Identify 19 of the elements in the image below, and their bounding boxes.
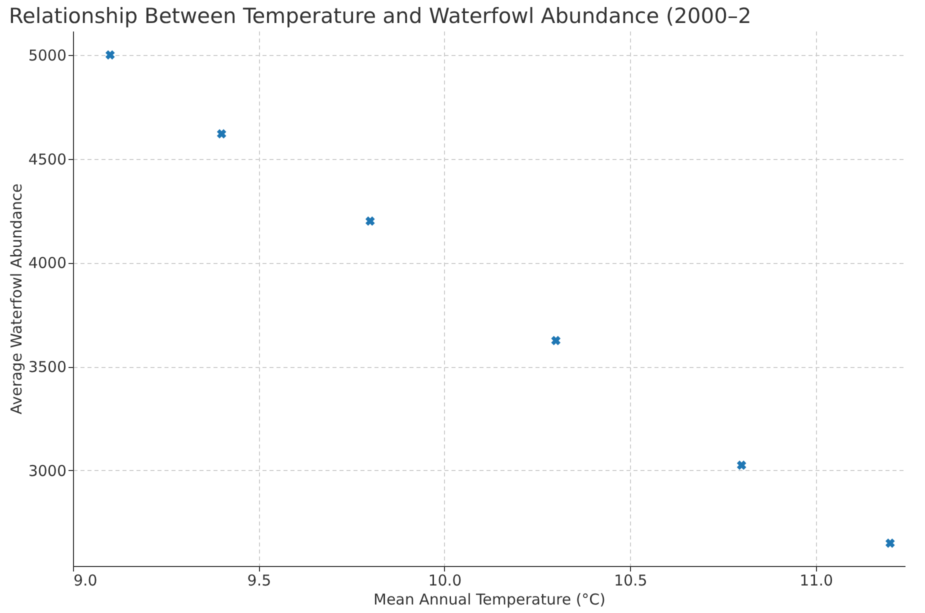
x-tick-label: 9.5 [247, 572, 272, 590]
point [551, 336, 561, 346]
x-tick-label: 9.0 [74, 572, 98, 590]
y-tick-label: 4000 [28, 254, 66, 272]
point [105, 50, 115, 60]
y-tick-label: 4500 [28, 150, 66, 168]
chart-title: Relationship Between Temperature and Waterfowl Abundance (2000–2 [8, 4, 752, 28]
point [216, 129, 226, 139]
x-tick-label: 11.0 [800, 572, 834, 590]
y-tick-label: 3000 [28, 462, 66, 480]
x-tick-label: 10.0 [428, 572, 462, 590]
x-tick-label: 10.5 [614, 572, 648, 590]
y-tick-label: 3500 [28, 358, 66, 376]
point [736, 460, 746, 470]
x-axis-title: Mean Annual Temperature (°C) [373, 590, 606, 608]
point [365, 216, 375, 226]
y-axis-title: Average Waterfowl Abundance [7, 184, 26, 414]
point [885, 538, 895, 548]
y-tick-label: 5000 [28, 46, 66, 64]
